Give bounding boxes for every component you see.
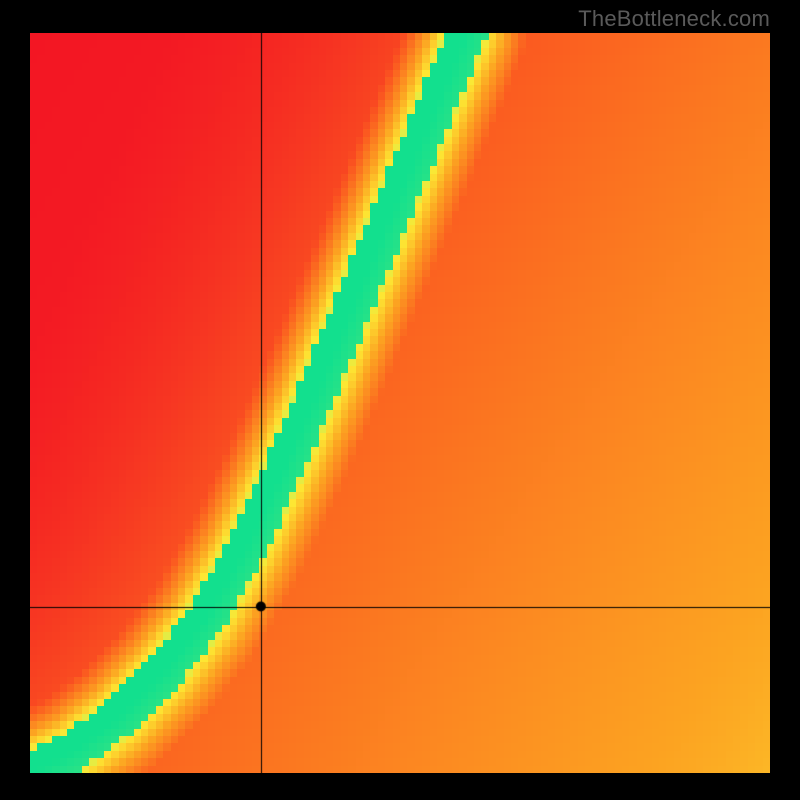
- watermark-text: TheBottleneck.com: [578, 6, 770, 32]
- figure-container: TheBottleneck.com: [0, 0, 800, 800]
- bottleneck-heatmap: [30, 33, 770, 773]
